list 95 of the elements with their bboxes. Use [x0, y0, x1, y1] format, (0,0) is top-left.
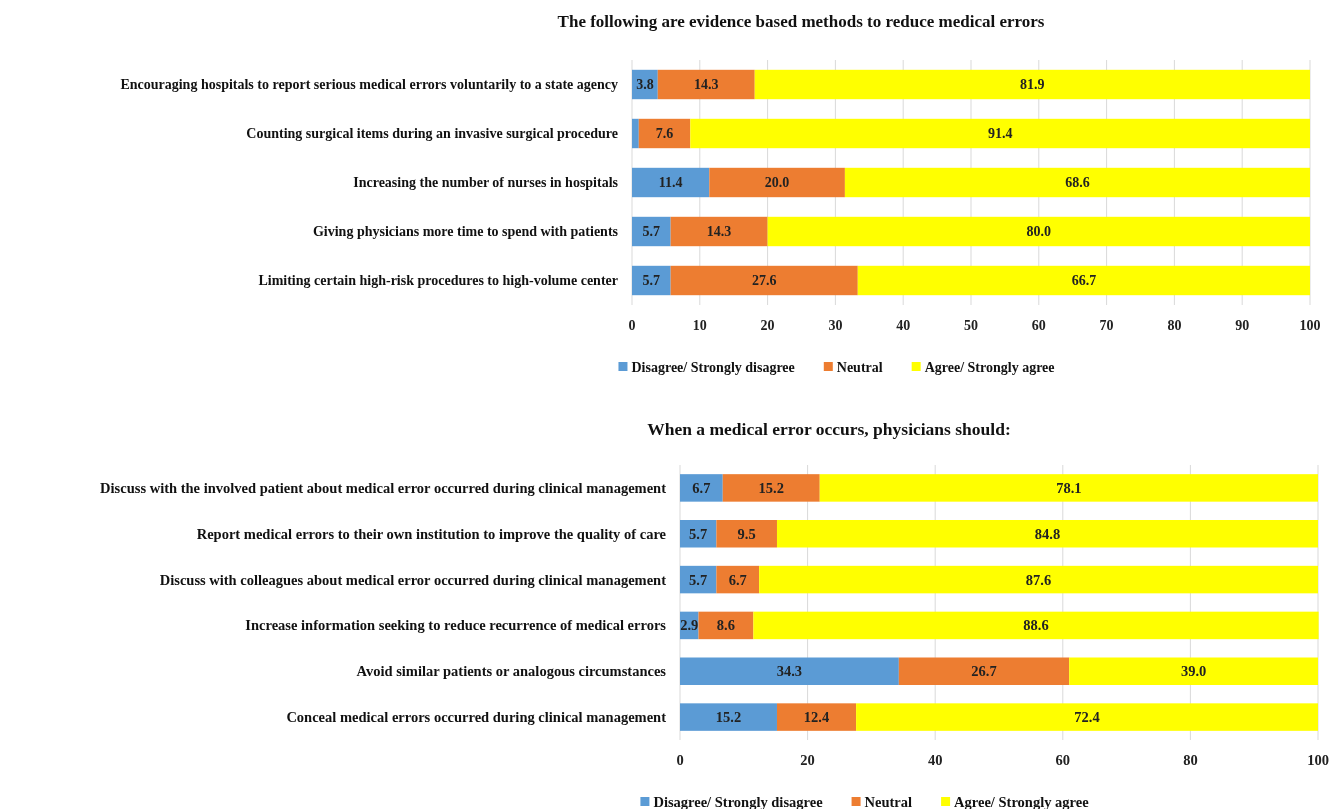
bar — [856, 703, 1318, 731]
x-tick-label: 80 — [1183, 752, 1198, 768]
legend-label: Neutral — [864, 794, 913, 809]
data-label: 84.8 — [1034, 525, 1061, 542]
bar — [638, 118, 691, 149]
bar — [767, 216, 1310, 247]
data-label: 3.8 — [636, 77, 654, 93]
data-label: 6.7 — [692, 479, 711, 496]
x-tick-label: 40 — [927, 752, 943, 768]
x-tick-label: 80 — [1167, 318, 1182, 333]
x-tick-label: 20 — [800, 752, 815, 768]
bar — [754, 69, 1310, 100]
bar — [680, 657, 899, 685]
data-label: 6.7 — [728, 571, 747, 588]
x-tick-label: 0 — [628, 318, 636, 333]
x-tick-label: 60 — [1031, 318, 1046, 333]
y-tick-label: Discuss with colleagues about medical error occurred during clinical management — [159, 571, 667, 588]
data-label: 15.2 — [758, 479, 784, 496]
data-label: 39.0 — [1180, 663, 1207, 680]
bar — [670, 265, 858, 296]
bar — [632, 118, 639, 149]
y-tick-label: Report medical errors to their own institution to improve the quality of care — [196, 525, 667, 542]
y-tick-label: Discuss with the involved patient about medical error occurred during clinical management — [100, 479, 667, 496]
data-label: 15.2 — [715, 709, 742, 726]
bar — [716, 565, 760, 594]
data-label: 26.7 — [971, 663, 997, 680]
data-label: 27.6 — [751, 273, 777, 289]
chart-title: The following are evidence based methods to reduce medical errors — [557, 12, 1045, 31]
y-tick-label: Giving physicians more time to spend with patients — [312, 224, 619, 240]
legend-label: Disagree/ Strongly disagree — [631, 359, 795, 375]
x-tick-label: 100 — [1307, 752, 1329, 768]
bar — [632, 167, 710, 198]
bar — [722, 474, 820, 502]
y-tick-label: Encouraging hospitals to report serious medical errors voluntarily to a state agency — [120, 77, 618, 93]
bar — [1069, 657, 1318, 685]
bar — [680, 520, 717, 548]
x-tick-label: 100 — [1299, 318, 1321, 333]
data-label: 5.7 — [689, 525, 708, 542]
data-label: 87.6 — [1025, 571, 1052, 588]
data-label: 8.6 — [716, 617, 735, 634]
chart-title: When a medical error occurs, physicians should: — [647, 419, 1011, 439]
bar — [819, 474, 1318, 502]
y-tick-label: Avoid similar patients or analogous circumstances — [356, 663, 667, 680]
bar — [898, 657, 1070, 685]
bar — [759, 565, 1318, 594]
x-tick-label: 40 — [896, 318, 911, 333]
data-label: 9.5 — [737, 525, 756, 542]
bar — [680, 474, 723, 502]
bar — [680, 703, 777, 731]
data-label: 12.4 — [803, 709, 830, 726]
bar — [632, 265, 671, 296]
data-label: 5.7 — [642, 273, 661, 289]
data-label: 88.6 — [1023, 617, 1049, 634]
x-tick-label: 50 — [964, 318, 978, 333]
bar — [776, 703, 857, 731]
x-tick-label: 10 — [692, 318, 707, 333]
x-tick-label: 70 — [1099, 318, 1114, 333]
data-label: 66.7 — [1071, 273, 1097, 289]
x-tick-label: 60 — [1055, 752, 1071, 768]
x-tick-label: 30 — [828, 318, 843, 333]
bar — [844, 167, 1310, 198]
bar — [632, 216, 671, 247]
x-tick-label: 90 — [1235, 318, 1250, 333]
data-label: 14.3 — [693, 77, 719, 93]
legend-label: Neutral — [836, 359, 883, 375]
data-label: 14.3 — [706, 224, 732, 240]
data-label: 11.4 — [658, 175, 683, 191]
data-label: 2.9 — [680, 617, 699, 634]
data-label: 7.6 — [655, 126, 674, 142]
bar — [690, 118, 1310, 149]
data-label: 80.0 — [1026, 224, 1052, 240]
bar — [657, 69, 755, 100]
bar — [670, 216, 768, 247]
y-tick-label: Limiting certain high-risk procedures to high-volume center — [258, 273, 618, 289]
data-label: 91.4 — [987, 126, 1013, 142]
x-tick-label: 0 — [676, 752, 684, 768]
legend-label: Agree/ Strongly agree — [924, 359, 1055, 375]
bar — [716, 520, 777, 548]
data-label: 81.9 — [1020, 77, 1045, 93]
data-label: 5.7 — [642, 224, 661, 240]
y-tick-label: Counting surgical items during an invasive surgical procedure — [246, 126, 618, 142]
y-tick-label: Conceal medical errors occurred during clinical management — [286, 709, 667, 726]
data-label: 72.4 — [1074, 709, 1100, 726]
data-label: 68.6 — [1065, 175, 1090, 191]
data-label: 5.7 — [689, 571, 708, 588]
data-label: 34.3 — [776, 663, 803, 680]
bar — [857, 265, 1310, 296]
y-tick-label: Increasing the number of nurses in hospitals — [353, 175, 619, 191]
bar — [753, 611, 1319, 640]
data-label: 78.1 — [1056, 479, 1082, 496]
y-tick-label: Increase information seeking to reduce recurrence of medical errors — [245, 617, 667, 634]
bar — [709, 167, 845, 198]
x-tick-label: 20 — [760, 318, 775, 333]
bar — [776, 520, 1318, 548]
data-label: 20.0 — [764, 175, 790, 191]
